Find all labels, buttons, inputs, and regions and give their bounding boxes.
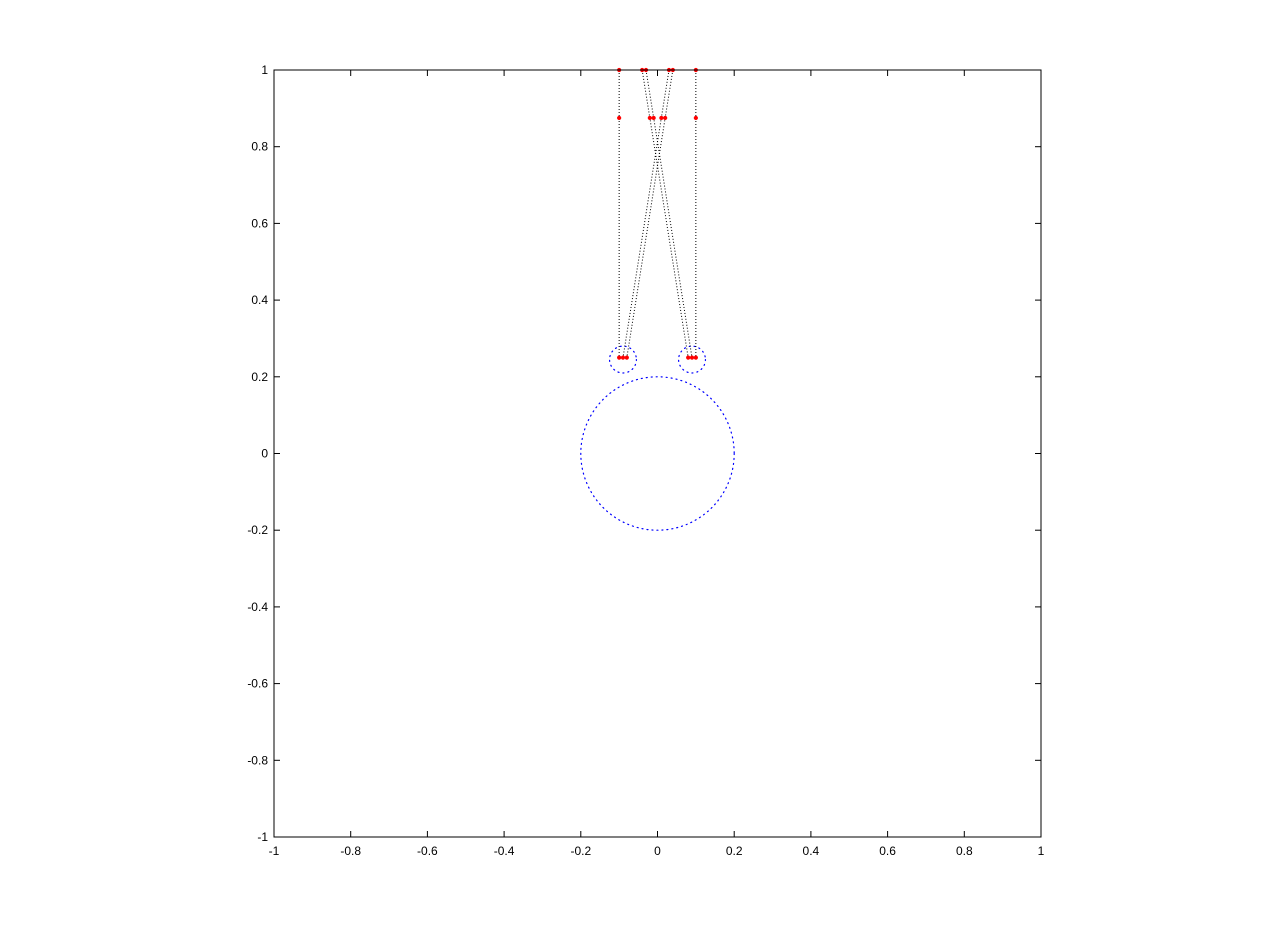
marker-point-6	[617, 115, 622, 121]
circle-0	[580, 376, 735, 531]
marker-point-13	[620, 355, 626, 360]
ytick-label-0: -1	[257, 830, 268, 844]
ytick-label-7: 0.4	[251, 293, 268, 307]
xtick-label-3: -0.4	[494, 844, 515, 858]
circle-1	[608, 345, 638, 374]
marker-point-12	[617, 355, 622, 360]
xtick-label-4: -0.2	[570, 844, 591, 858]
marker-point-8	[651, 115, 656, 121]
ytick-label-1: -0.8	[247, 753, 268, 767]
xtick-label-2: -0.6	[417, 844, 438, 858]
ticks-layer: -1 -0.8 -0.6 -0.4 -0.2 0 0.2 0.4 0.6 0.8 1 -1 -0.8 -0…	[247, 63, 1044, 858]
marker-point-14	[624, 355, 629, 360]
axes-box	[273, 69, 1042, 838]
marker-point-16	[689, 355, 695, 360]
xtick-label-1: -0.8	[340, 844, 361, 858]
marker-point-17	[693, 355, 698, 360]
ytick-label-4: -0.2	[247, 523, 268, 537]
marker-point-7	[647, 115, 652, 121]
xtick-label-8: 0.6	[879, 844, 896, 858]
xtick-label-7: 0.4	[803, 844, 820, 858]
ytick-label-3: -0.4	[247, 600, 268, 614]
ytick-label-2: -0.6	[247, 677, 268, 691]
ytick-label-5: 0	[261, 447, 268, 461]
ytick-label-6: 0.2	[251, 370, 268, 384]
marker-point-11	[693, 115, 698, 121]
xtick-label-10: 1	[1038, 844, 1045, 858]
ytick-label-8: 0.6	[251, 216, 268, 230]
marker-point-9	[659, 115, 664, 121]
marker-point-10	[663, 115, 668, 121]
xtick-label-5: 0	[654, 844, 661, 858]
ytick-label-9: 0.8	[251, 140, 268, 154]
circle-2	[677, 345, 707, 374]
ytick-label-10: 1	[261, 63, 268, 77]
xtick-label-0: -1	[269, 844, 280, 858]
xtick-label-6: 0.2	[726, 844, 743, 858]
data-layer	[580, 67, 735, 531]
marker-point-15	[686, 355, 691, 360]
xtick-label-9: 0.8	[956, 844, 973, 858]
